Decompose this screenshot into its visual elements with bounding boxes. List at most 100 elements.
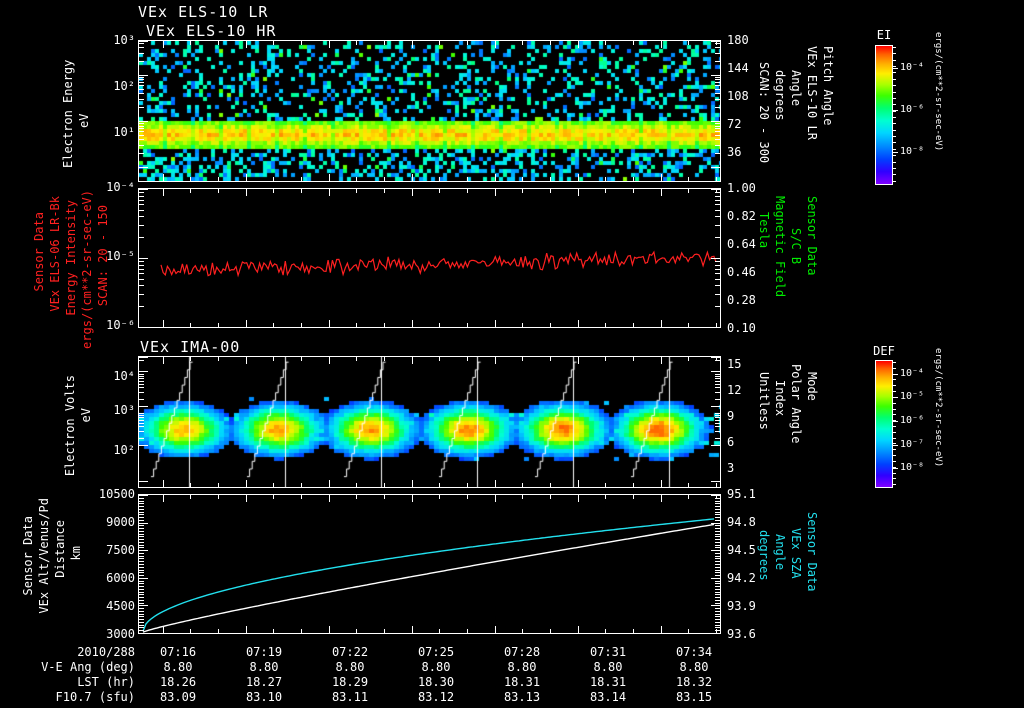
- axis-tick: [163, 357, 164, 364]
- axis-tick-minor: [715, 61, 720, 62]
- axis-tick: [163, 189, 164, 196]
- axis-tick-minor: [139, 216, 144, 217]
- panel4-plot[interactable]: [138, 494, 721, 634]
- panel2-ytick-1: 10⁻⁵: [106, 249, 135, 263]
- panel3-ytick-0: 10⁴: [113, 369, 135, 383]
- panel3-y2tick-4: 3: [727, 461, 735, 475]
- axis-tick-minor: [139, 567, 144, 568]
- axis-tick-minor: [715, 630, 720, 631]
- axis-tick-minor: [715, 413, 720, 414]
- axis-tick: [329, 357, 330, 364]
- colorbar-tick-minor: [893, 91, 896, 93]
- axis-tick-minor: [139, 556, 144, 557]
- colorbar-tick-minor: [893, 420, 896, 422]
- axis-tick-minor: [139, 545, 144, 546]
- colorbar-tick-minor: [893, 455, 896, 457]
- panel4-label-distance: Distance: [53, 520, 67, 578]
- colorbar-tick: [893, 397, 898, 399]
- axis-tick-minor: [715, 135, 720, 136]
- axis-tick-minor: [715, 89, 720, 90]
- axis-tick-minor: [139, 614, 144, 615]
- footer-cell: 83.12: [417, 690, 455, 704]
- axis-tick-minor: [716, 483, 717, 487]
- axis-tick: [246, 357, 247, 364]
- colorbar-tick-minor: [893, 167, 896, 169]
- axis-tick-minor: [384, 189, 385, 193]
- axis-tick: [139, 371, 148, 372]
- axis-tick-minor: [715, 93, 720, 94]
- panel4-y2-label-sza: VEx SZA: [789, 528, 803, 579]
- axis-tick-minor: [139, 294, 144, 295]
- panel1-title-a: VEx ELS-10 LR: [138, 3, 269, 21]
- axis-tick-minor: [715, 216, 720, 217]
- colorbar2-gradient[interactable]: [875, 360, 893, 488]
- panel2-y2-label-sensor: Sensor Data: [805, 196, 819, 276]
- axis-tick-minor: [139, 53, 144, 54]
- panel3-y2tick-1: 12: [727, 383, 742, 397]
- axis-tick-minor: [715, 625, 720, 626]
- panel1-plot[interactable]: [138, 40, 721, 182]
- axis-tick: [412, 41, 413, 48]
- axis-tick-minor: [356, 177, 357, 181]
- panel3-plot[interactable]: [138, 356, 721, 488]
- axis-tick: [711, 495, 720, 496]
- footer-row-label: 2010/288: [77, 645, 135, 659]
- axis-tick-minor: [139, 589, 144, 590]
- axis-tick-minor: [715, 534, 720, 535]
- axis-tick: [412, 480, 413, 487]
- colorbar-tick-minor: [893, 449, 896, 451]
- axis-tick-minor: [715, 567, 720, 568]
- axis-tick: [139, 550, 148, 551]
- axis-tick-minor: [190, 629, 191, 633]
- axis-tick-minor: [605, 41, 606, 45]
- colorbar-tick-minor: [893, 437, 896, 439]
- axis-tick-minor: [715, 374, 720, 375]
- panel4-y2tick-4: 93.9: [727, 599, 756, 613]
- axis-tick-minor: [273, 189, 274, 193]
- axis-tick-minor: [139, 570, 144, 571]
- axis-tick: [163, 320, 164, 327]
- axis-tick-minor: [715, 594, 720, 595]
- colorbar-tick: [893, 152, 898, 153]
- colorbar-tick-minor: [893, 129, 896, 131]
- panel4-label-alt: VEx Alt/Venus/Pd: [37, 498, 51, 614]
- colorbar-tick-minor: [893, 478, 896, 480]
- axis-tick-minor: [139, 592, 144, 593]
- axis-tick-minor: [688, 495, 689, 499]
- axis-tick: [711, 550, 720, 551]
- axis-tick: [578, 626, 579, 633]
- footer-cell: 07:16: [159, 645, 197, 659]
- footer-cell: 07:28: [503, 645, 541, 659]
- axis-tick: [495, 480, 496, 487]
- axis-tick-minor: [139, 135, 144, 136]
- axis-tick-minor: [301, 629, 302, 633]
- axis-tick-minor: [139, 61, 144, 62]
- axis-tick-minor: [715, 528, 720, 529]
- axis-tick-minor: [139, 378, 144, 379]
- axis-tick: [139, 357, 148, 358]
- axis-tick-minor: [301, 323, 302, 327]
- footer-cell: 83.15: [675, 690, 713, 704]
- axis-tick: [711, 357, 720, 358]
- axis-tick-minor: [522, 189, 523, 193]
- axis-tick-minor: [715, 139, 720, 140]
- panel1-ytick-2: 10¹: [113, 125, 135, 139]
- axis-tick-minor: [139, 265, 144, 266]
- panel3-y2-label-mode: Mode: [805, 372, 819, 401]
- axis-tick: [578, 495, 579, 502]
- axis-tick-minor: [715, 384, 720, 385]
- axis-tick-minor: [139, 306, 144, 307]
- panel1-y2tick-4: 36: [727, 145, 742, 159]
- axis-tick: [139, 121, 148, 122]
- panel2-y2tick-4: 0.28: [727, 293, 756, 307]
- footer-cell: 18.27: [245, 675, 283, 689]
- panel2-plot[interactable]: [138, 188, 721, 328]
- axis-tick-minor: [715, 237, 720, 238]
- axis-tick-minor: [139, 204, 144, 205]
- axis-tick-minor: [715, 145, 720, 146]
- colorbar1-gradient[interactable]: [875, 45, 893, 185]
- colorbar-tick-label: 10⁻⁸: [900, 462, 925, 474]
- axis-tick-minor: [139, 528, 144, 529]
- axis-tick: [139, 605, 148, 606]
- panel1-y2tick-3: 72: [727, 117, 742, 131]
